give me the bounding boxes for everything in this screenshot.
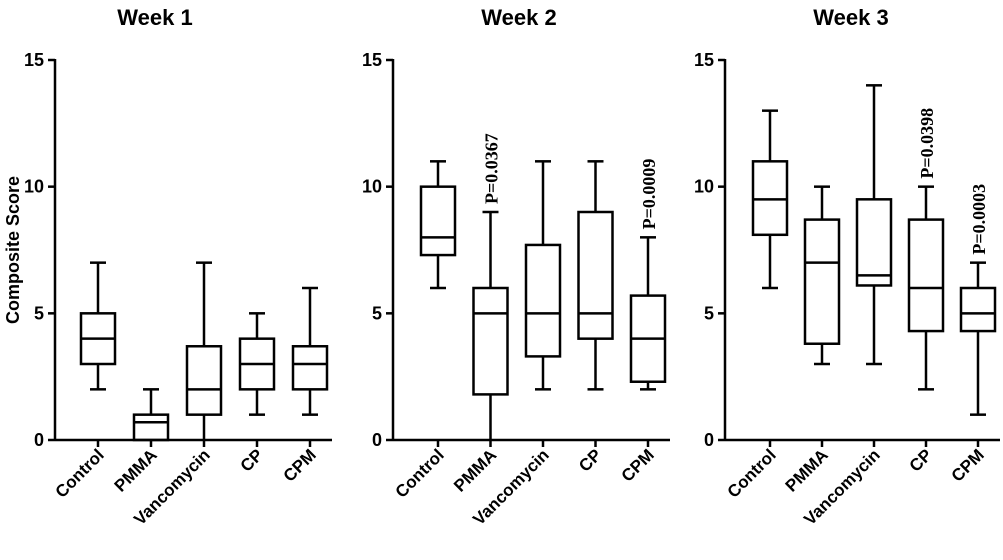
- x-tick-label: PMMA: [782, 445, 832, 495]
- y-tick-label: 5: [372, 303, 382, 323]
- p-value-annotation: P=0.0398: [917, 108, 937, 179]
- x-tick-label: CP: [906, 445, 936, 475]
- x-tick-label: Control: [392, 445, 448, 501]
- box-iqr: [751, 160, 789, 237]
- panel-title: Week 3: [813, 5, 888, 30]
- x-tick-label: PMMA: [450, 445, 500, 495]
- box-iqr: [185, 345, 223, 416]
- y-tick-label: 5: [34, 303, 44, 323]
- p-value-annotation: P=0.0367: [482, 133, 502, 204]
- box-iqr: [524, 243, 562, 358]
- box-iqr: [959, 286, 997, 333]
- box-iqr: [577, 210, 614, 340]
- p-value-annotation: P=0.0003: [969, 184, 989, 255]
- y-axis-label: Composite Score: [3, 176, 23, 324]
- box-iqr: [907, 218, 945, 333]
- y-tick-label: 5: [704, 303, 714, 323]
- box-iqr: [132, 413, 170, 442]
- y-tick-label: 15: [362, 50, 382, 70]
- box-iqr: [291, 345, 329, 391]
- y-tick-label: 0: [34, 430, 44, 450]
- panel-title: Week 1: [117, 5, 192, 30]
- box-iqr: [419, 185, 457, 257]
- x-tick-label: CP: [237, 445, 267, 475]
- box-iqr: [855, 198, 893, 287]
- y-tick-label: 10: [362, 177, 382, 197]
- y-tick-label: 15: [694, 50, 714, 70]
- y-tick-label: 10: [694, 177, 714, 197]
- x-tick-label: Control: [52, 445, 108, 501]
- p-value-annotation: P=0.0009: [639, 159, 659, 230]
- x-tick-label: CP: [575, 445, 605, 475]
- x-tick-label: Control: [724, 445, 780, 501]
- y-tick-label: 15: [24, 50, 44, 70]
- x-tick-label: CPM: [280, 445, 320, 485]
- x-tick-label: CPM: [948, 445, 988, 485]
- x-tick-label: PMMA: [111, 445, 161, 495]
- y-tick-label: 0: [704, 430, 714, 450]
- panel-title: Week 2: [481, 5, 556, 30]
- x-tick-label: CPM: [618, 445, 658, 485]
- y-tick-label: 10: [24, 177, 44, 197]
- box-iqr: [472, 286, 509, 396]
- box-iqr: [803, 218, 841, 345]
- y-tick-label: 0: [372, 430, 382, 450]
